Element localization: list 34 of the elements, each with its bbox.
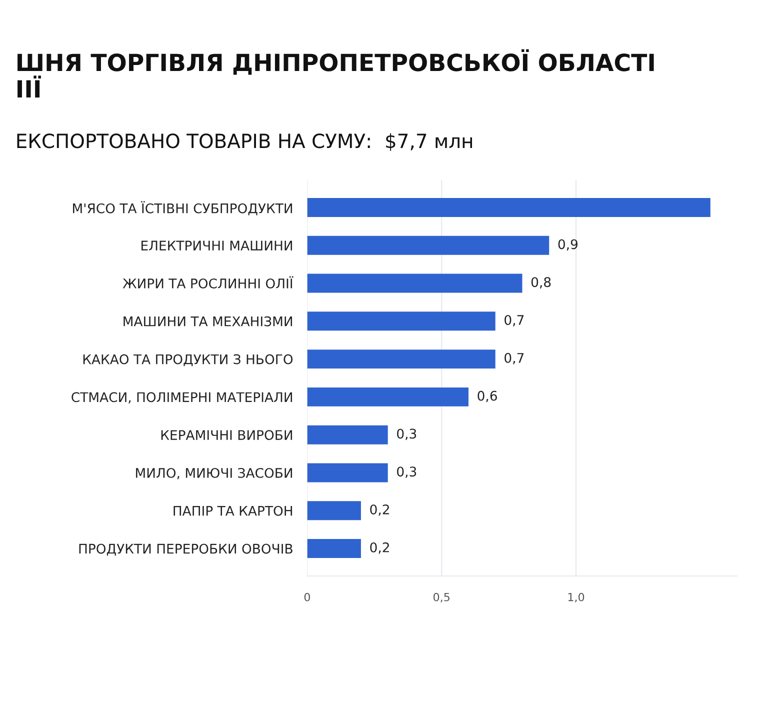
chart-subtitle: ЕКСПОРТОВАНО ТОВАРІВ НА СУМУ: $7,7 млн [17, 133, 472, 151]
x-tick-label: 1,0 [568, 592, 584, 602]
data-label: 0,2 [370, 542, 389, 554]
data-label: 0,3 [397, 466, 416, 478]
bar [307, 539, 361, 558]
bar [307, 274, 522, 293]
bar [307, 501, 361, 520]
chart-title: ШНЯ ТОРГІВЛЯ ДНІПРОПЕТРОВСЬКОЇ ОБЛАСТІ ІІЇ [18, 49, 654, 98]
bar [307, 312, 496, 331]
y-tick-label: ЕЛЕКТРИЧНІ МАШИНИ [142, 240, 292, 250]
bar [307, 350, 496, 369]
y-tick-label: ПАПІР ТА КАРТОН [174, 506, 292, 516]
data-label: 0,7 [504, 315, 524, 326]
y-tick-label: СТМАСИ, ПОЛІМЕРНІ МАТЕРІАЛИ [72, 392, 292, 404]
data-label: 0,3 [397, 428, 416, 440]
x-tick-label: 0 [304, 592, 310, 602]
bar [307, 387, 468, 406]
bar [307, 198, 710, 217]
bar [307, 463, 388, 482]
y-tick-label: ЖИРИ ТА РОСЛИННІ ОЛІЇ [122, 276, 294, 288]
bar [307, 236, 550, 255]
data-label: 0,6 [478, 390, 497, 402]
x-tick-label: 0,5 [434, 592, 450, 602]
data-label: 0,2 [370, 504, 389, 516]
data-label: 0,8 [531, 277, 551, 288]
y-tick-label: КАКАО ТА ПРОДУКТИ З НЬОГО [83, 354, 293, 366]
y-tick-label: МИЛО, МИЮЧІ ЗАСОБИ [136, 468, 292, 480]
data-label: 0,7 [504, 352, 524, 364]
bar [307, 425, 388, 444]
y-tick-label: М'ЯСО ТА ЇСТІВНІ СУБПРОДУКТИ [73, 201, 292, 216]
y-tick-label: МАШИНИ ТА МЕХАНІЗМИ [124, 316, 292, 326]
y-tick-label: ПРОДУКТИ ПЕРЕРОБКИ ОВОЧІВ [79, 544, 292, 556]
y-tick-label: КЕРАМІЧНІ ВИРОБИ [161, 430, 292, 440]
data-label: 0,9 [558, 239, 578, 251]
